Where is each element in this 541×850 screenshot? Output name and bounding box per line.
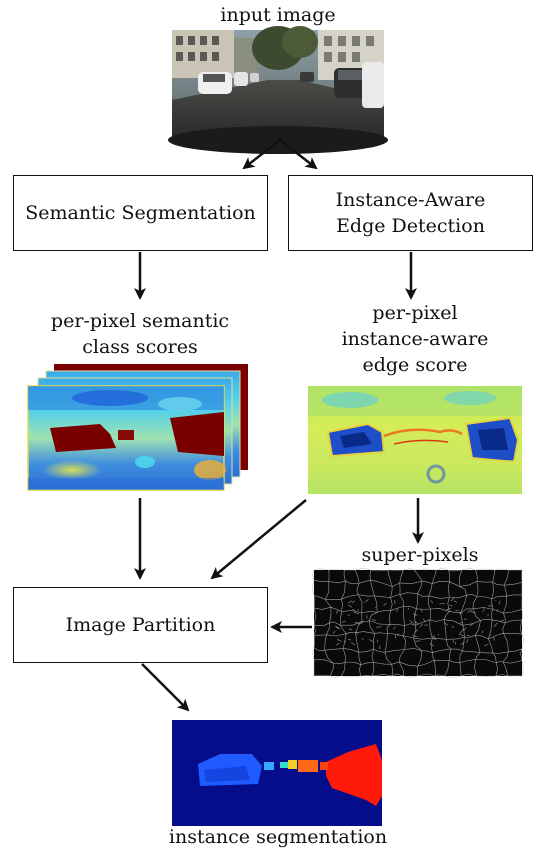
edge-score-label: per-pixel instance-aware edge score — [300, 300, 530, 378]
semantic-scores-line-1: per-pixel semantic — [50, 310, 230, 332]
arrow-input-to-edge — [279, 139, 318, 170]
edge-detection-line-2: Edge Detection — [336, 215, 485, 237]
edge-detection-box: Instance-Aware Edge Detection — [288, 175, 533, 251]
semantic-segmentation-box: Semantic Segmentation — [13, 175, 268, 251]
image-partition-box: Image Partition — [13, 587, 268, 663]
edge-score-line-2: instance-aware — [341, 328, 489, 350]
semantic-score-maps — [27, 364, 248, 491]
instance-segmentation-label: instance segmentation — [168, 826, 388, 848]
arrow-partition-to-output — [141, 663, 190, 712]
semantic-segmentation-text: Semantic Segmentation — [25, 202, 256, 224]
semantic-scores-line-2: class scores — [82, 336, 198, 358]
edge-score-map — [308, 386, 522, 494]
edge-score-line-3: edge score — [362, 354, 468, 376]
input-image — [168, 26, 388, 154]
instance-segmentation-map — [172, 720, 382, 826]
semantic-scores-label: per-pixel semantic class scores — [20, 308, 260, 360]
image-partition-text: Image Partition — [65, 614, 216, 636]
superpixels-label: super-pixels — [361, 544, 479, 566]
input-image-label: input image — [220, 4, 336, 26]
edge-detection-line-1: Instance-Aware — [335, 189, 486, 211]
arrow-input-to-semantic — [242, 139, 281, 170]
edge-score-line-1: per-pixel — [372, 302, 458, 324]
arrow-edge-to-partition — [210, 499, 307, 580]
superpixels-map — [311, 567, 525, 679]
superpixel-boundaries — [311, 567, 525, 679]
